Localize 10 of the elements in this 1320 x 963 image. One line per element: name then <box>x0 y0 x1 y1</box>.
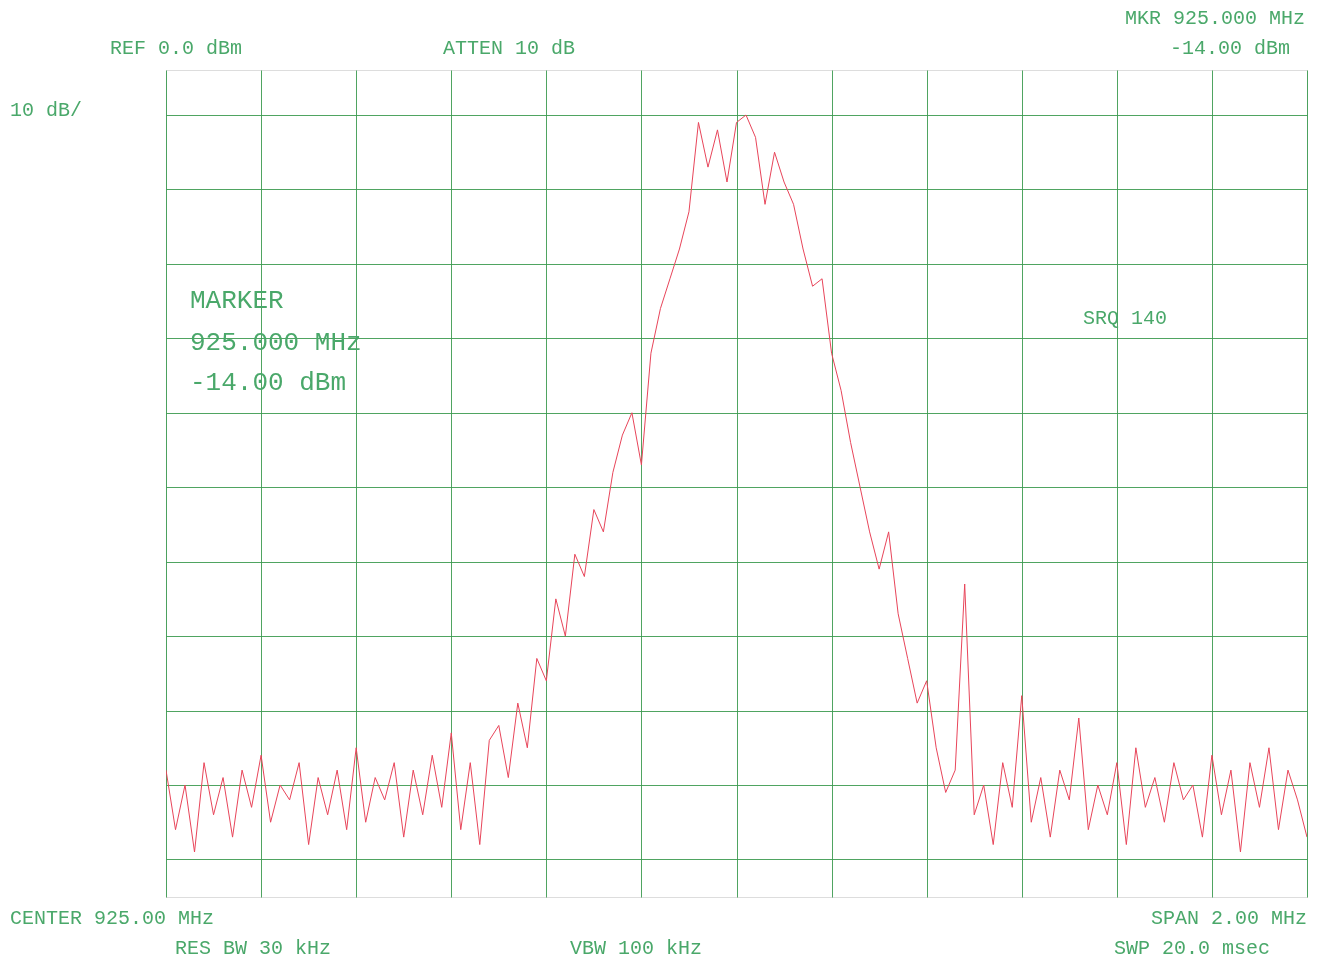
text: -14.00 dBm <box>1169 37 1290 60</box>
text: SPAN 2.00 MHz <box>1150 907 1307 930</box>
text: REF 0.0 dBm <box>110 37 243 60</box>
text: VBW 100 kHz <box>570 937 703 960</box>
text: SWP 20.0 msec <box>1113 937 1270 960</box>
text: ATTEN 10 dB <box>443 37 576 60</box>
text: MKR 925.000 MHz <box>1124 7 1305 30</box>
text: RES BW 30 kHz <box>175 937 332 960</box>
text: 10 dB/ <box>10 99 83 122</box>
text: CENTER 925.00 MHz <box>10 907 215 930</box>
